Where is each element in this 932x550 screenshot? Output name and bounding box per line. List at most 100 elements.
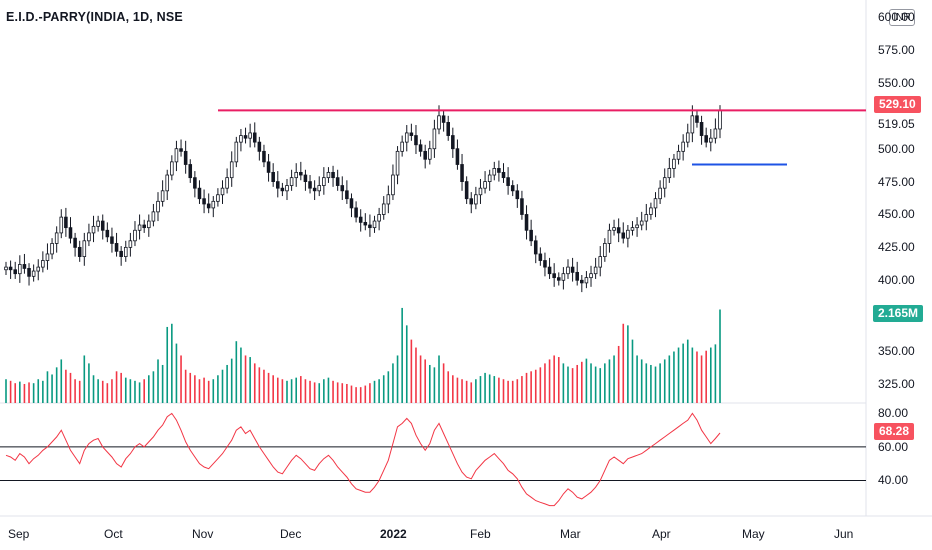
- volume-bar: [645, 363, 648, 403]
- candle: [492, 161, 497, 181]
- volume-bar: [327, 377, 330, 403]
- volume-bar: [585, 358, 588, 403]
- rsi-line: [5, 412, 721, 507]
- price-candles: [4, 105, 722, 293]
- candle: [658, 180, 662, 204]
- volume-bar: [640, 359, 643, 403]
- candle: [96, 215, 100, 232]
- volume-bar: [143, 379, 145, 403]
- candle: [147, 214, 151, 237]
- candle: [252, 122, 257, 148]
- candle: [515, 184, 520, 208]
- candle: [570, 257, 575, 282]
- candle: [216, 188, 220, 207]
- candle: [303, 169, 308, 191]
- volume-bar: [263, 369, 265, 403]
- candle: [423, 144, 427, 169]
- candle: [179, 139, 183, 157]
- volume-bar: [392, 363, 394, 403]
- volume-bar: [221, 369, 224, 403]
- volume-bar: [424, 359, 426, 403]
- currency-badge[interactable]: INR: [889, 9, 915, 26]
- candle: [529, 219, 533, 247]
- volume-bar: [69, 372, 72, 403]
- candle: [400, 135, 404, 157]
- candle: [123, 240, 128, 262]
- volume-bar: [336, 382, 339, 403]
- volume-bar: [705, 350, 707, 403]
- volume-bar: [475, 379, 477, 403]
- candle: [497, 160, 501, 182]
- volume-bar: [55, 367, 58, 403]
- volume-bar: [88, 363, 90, 403]
- volume-bar: [599, 368, 602, 403]
- candle: [91, 215, 96, 243]
- candle: [50, 238, 54, 260]
- volume-bar: [272, 375, 274, 403]
- volume-bar: [42, 380, 44, 403]
- candle: [520, 190, 524, 220]
- volume-bar: [244, 355, 247, 403]
- volume-bar: [534, 369, 537, 403]
- candle: [372, 215, 377, 233]
- volume-bar: [654, 366, 657, 403]
- volume-bar: [373, 380, 376, 403]
- volume-bar: [511, 380, 514, 403]
- volume-bar: [415, 347, 417, 403]
- volume-bar: [194, 375, 196, 403]
- volume-bar: [161, 364, 164, 403]
- volume-bar: [567, 366, 569, 403]
- candle: [584, 271, 589, 289]
- volume-bar: [562, 363, 565, 403]
- volume-bar: [419, 355, 422, 403]
- rsi-tick-label: 60.00: [878, 439, 909, 454]
- volume-bar: [405, 325, 408, 403]
- volume-bar: [115, 371, 118, 403]
- candle: [644, 203, 649, 231]
- candle: [322, 167, 326, 195]
- candle: [381, 196, 386, 220]
- candle: [368, 214, 372, 237]
- candle: [36, 259, 41, 281]
- candle: [335, 169, 340, 191]
- volume-bar: [696, 351, 698, 403]
- volume-bar: [198, 379, 201, 403]
- price-tick-label: 519.05: [878, 116, 915, 131]
- volume-bar: [124, 377, 127, 403]
- candle: [676, 144, 681, 165]
- candle: [248, 123, 252, 148]
- volume-bar: [636, 355, 638, 403]
- volume-bar: [544, 363, 546, 403]
- last-rsi-label: 68.28: [874, 423, 915, 440]
- candle: [271, 163, 275, 187]
- volume-bar: [318, 383, 321, 403]
- candle: [635, 217, 639, 237]
- candle: [455, 139, 460, 170]
- volume-bar: [452, 375, 454, 403]
- volume-bar: [217, 375, 219, 403]
- volume-bar: [226, 364, 228, 403]
- volume-bar: [410, 339, 413, 403]
- candle: [386, 185, 391, 214]
- volume-bar: [180, 355, 182, 403]
- volume-bar: [249, 357, 251, 403]
- volume-bar: [382, 375, 385, 403]
- last-volume-label: 2.165M: [873, 305, 924, 322]
- volume-bar: [189, 372, 192, 403]
- symbol-title[interactable]: E.I.D.-PARRY(INDIA, 1D, NSE: [6, 10, 183, 24]
- candle: [612, 219, 616, 236]
- volume-bar: [129, 379, 132, 403]
- candle: [331, 165, 335, 187]
- candle: [621, 222, 626, 244]
- volume-bar: [604, 363, 606, 403]
- volume-bar: [682, 343, 684, 403]
- volume-bar: [553, 355, 555, 403]
- volume-bar: [309, 380, 311, 403]
- candle: [607, 223, 612, 253]
- candle: [363, 213, 368, 231]
- volume-bar: [184, 369, 187, 403]
- volume-bar: [650, 364, 652, 403]
- volume-bar: [28, 382, 30, 403]
